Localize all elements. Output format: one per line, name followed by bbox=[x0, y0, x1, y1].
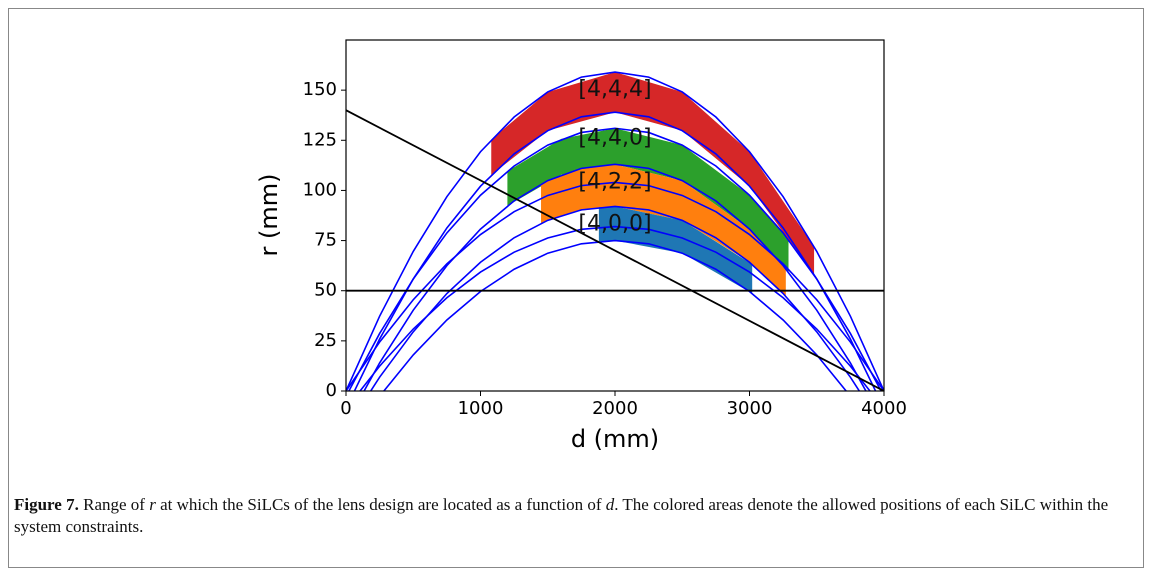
band-label: [4,4,4] bbox=[578, 77, 651, 102]
x-tick-label: 1000 bbox=[458, 398, 504, 419]
x-axis-label: d (mm) bbox=[571, 425, 659, 453]
y-tick-label: 125 bbox=[303, 129, 337, 150]
allowed-band bbox=[507, 128, 789, 273]
y-axis-label: r (mm) bbox=[255, 174, 283, 257]
curve bbox=[347, 127, 883, 391]
curve bbox=[382, 239, 848, 391]
caption-text: r bbox=[149, 495, 156, 514]
y-tick-label: 50 bbox=[314, 280, 337, 301]
x-tick-label: 2000 bbox=[592, 398, 638, 419]
curve bbox=[359, 225, 871, 391]
allowed-band bbox=[541, 164, 786, 297]
y-tick-label: 150 bbox=[303, 79, 337, 100]
constraint-line bbox=[346, 109, 884, 391]
page: d (mm) r (mm) 0 1000 2000 3000 4000 0 25 50 75 10… bbox=[8, 8, 1144, 568]
caption-text: Range of bbox=[78, 495, 150, 514]
y-tick-label: 25 bbox=[314, 330, 337, 351]
band-label: [4,0,0] bbox=[578, 212, 651, 237]
chart: d (mm) r (mm) 0 1000 2000 3000 4000 0 25 50 75 10… bbox=[255, 39, 907, 453]
curve bbox=[353, 111, 877, 391]
x-tick-label: 3000 bbox=[727, 398, 773, 419]
caption-text: d bbox=[605, 495, 615, 514]
x-tick-label: 0 bbox=[340, 398, 351, 419]
caption-text: at which the SiLCs of the lens design ar… bbox=[155, 495, 606, 514]
curve bbox=[369, 205, 861, 391]
y-tick-label: 100 bbox=[303, 179, 337, 200]
band-label: [4,4,0] bbox=[578, 125, 651, 150]
y-tick-label: 75 bbox=[314, 230, 337, 251]
y-tick-label: 0 bbox=[326, 380, 337, 401]
band-label: [4,2,2] bbox=[578, 169, 651, 194]
caption-text: . The colored areas denote the allowed p… bbox=[14, 495, 1109, 536]
curve bbox=[346, 71, 884, 391]
curve bbox=[363, 163, 867, 391]
allowed-band bbox=[491, 72, 815, 275]
x-tick-label: 4000 bbox=[861, 398, 907, 419]
curve bbox=[346, 181, 884, 391]
plot-area bbox=[346, 71, 884, 391]
caption-label: Figure 7. bbox=[14, 495, 79, 514]
figure-caption: Figure 7. Range of r at which the SiLCs … bbox=[14, 494, 1134, 538]
